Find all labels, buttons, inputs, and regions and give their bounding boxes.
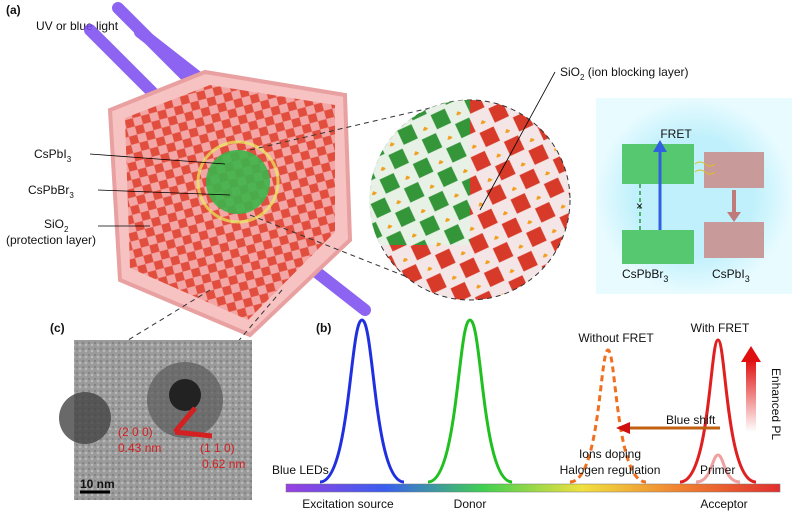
formula: CsPbBr — [622, 267, 663, 281]
note: (ion blocking layer) — [584, 65, 688, 79]
scale-label: 10 nm — [80, 477, 115, 491]
blue-shift-label: Blue shift — [666, 413, 716, 427]
donor-peak — [427, 318, 513, 484]
core — [206, 150, 270, 214]
formula: CsPbBr — [28, 183, 69, 197]
zoom-lines — [119, 107, 431, 346]
panel-label: (b) — [316, 321, 331, 335]
primer-peak — [695, 453, 741, 484]
formula: SiO — [44, 217, 64, 231]
subscript: 2 — [580, 73, 585, 82]
acceptor-vb — [704, 222, 764, 258]
sio2-blocking-label: SiO2 (ion blocking layer) — [560, 65, 689, 82]
peaks — [319, 318, 757, 484]
without-fret-label: Without FRET — [578, 331, 654, 345]
with-fret-peak — [679, 338, 757, 484]
leader-lines — [89, 153, 231, 227]
donor-label: CsPbBr3 — [622, 267, 668, 284]
cspbi3-label: CsPbI3 — [34, 147, 72, 164]
subscript: 3 — [69, 191, 74, 200]
fret-panel — [596, 98, 792, 294]
with-fret-label: With FRET — [691, 321, 750, 335]
panel-label: (a) — [6, 3, 21, 17]
primer-label: Primer — [700, 463, 735, 477]
leader-line — [479, 71, 556, 211]
donor-vb — [622, 230, 694, 264]
blue-leds-label: Blue LEDs — [272, 463, 329, 477]
cspbbr3-label: CsPbBr3 — [28, 183, 74, 200]
subscript: 3 — [745, 274, 750, 284]
light-label: UV or blue light — [36, 19, 119, 33]
subscript: 3 — [663, 274, 668, 284]
arrowhead — [653, 140, 667, 152]
arrowhead — [616, 422, 630, 434]
panel-label: (c) — [50, 321, 65, 335]
enhanced-label: Enhanced PL — [769, 368, 783, 440]
enhance-arrow — [746, 360, 756, 432]
transfer — [694, 161, 716, 175]
subscript: 3 — [67, 155, 72, 164]
sio2-note: (protection layer) — [6, 233, 96, 247]
particle — [59, 392, 111, 444]
particle-core — [169, 379, 201, 411]
without-fret-peak — [569, 348, 647, 484]
sio2-label: SiO2 — [44, 217, 69, 234]
axis-label: Donor — [454, 497, 487, 511]
plane-index: (2 0 0) — [118, 425, 153, 439]
subscript: 2 — [64, 225, 69, 234]
acceptor-label: CsPbI3 — [712, 267, 750, 284]
formula: CsPbI — [712, 267, 745, 281]
axis-label: Excitation source — [302, 497, 394, 511]
interface — [196, 140, 280, 224]
lattice-marks — [173, 406, 213, 439]
plane-spacing: 0.43 nm — [118, 441, 161, 455]
ions-doping-label: Ions doping — [579, 447, 641, 461]
acceptor-cb — [704, 152, 764, 188]
led-peak — [319, 318, 405, 484]
axis-label: Acceptor — [700, 497, 747, 511]
spectrum-bar — [285, 483, 781, 493]
arrowhead — [741, 346, 761, 362]
formula: SiO — [560, 65, 580, 79]
plane-spacing: 0.62 nm — [202, 457, 245, 471]
plane-index: (1 1 0) — [200, 441, 235, 455]
formula: CsPbI — [34, 147, 67, 161]
cross: × — [636, 199, 643, 213]
arrowhead — [727, 212, 741, 222]
fret-title: FRET — [660, 127, 692, 141]
zoom-core — [369, 99, 470, 246]
halogen-label: Halogen regulation — [560, 463, 661, 477]
